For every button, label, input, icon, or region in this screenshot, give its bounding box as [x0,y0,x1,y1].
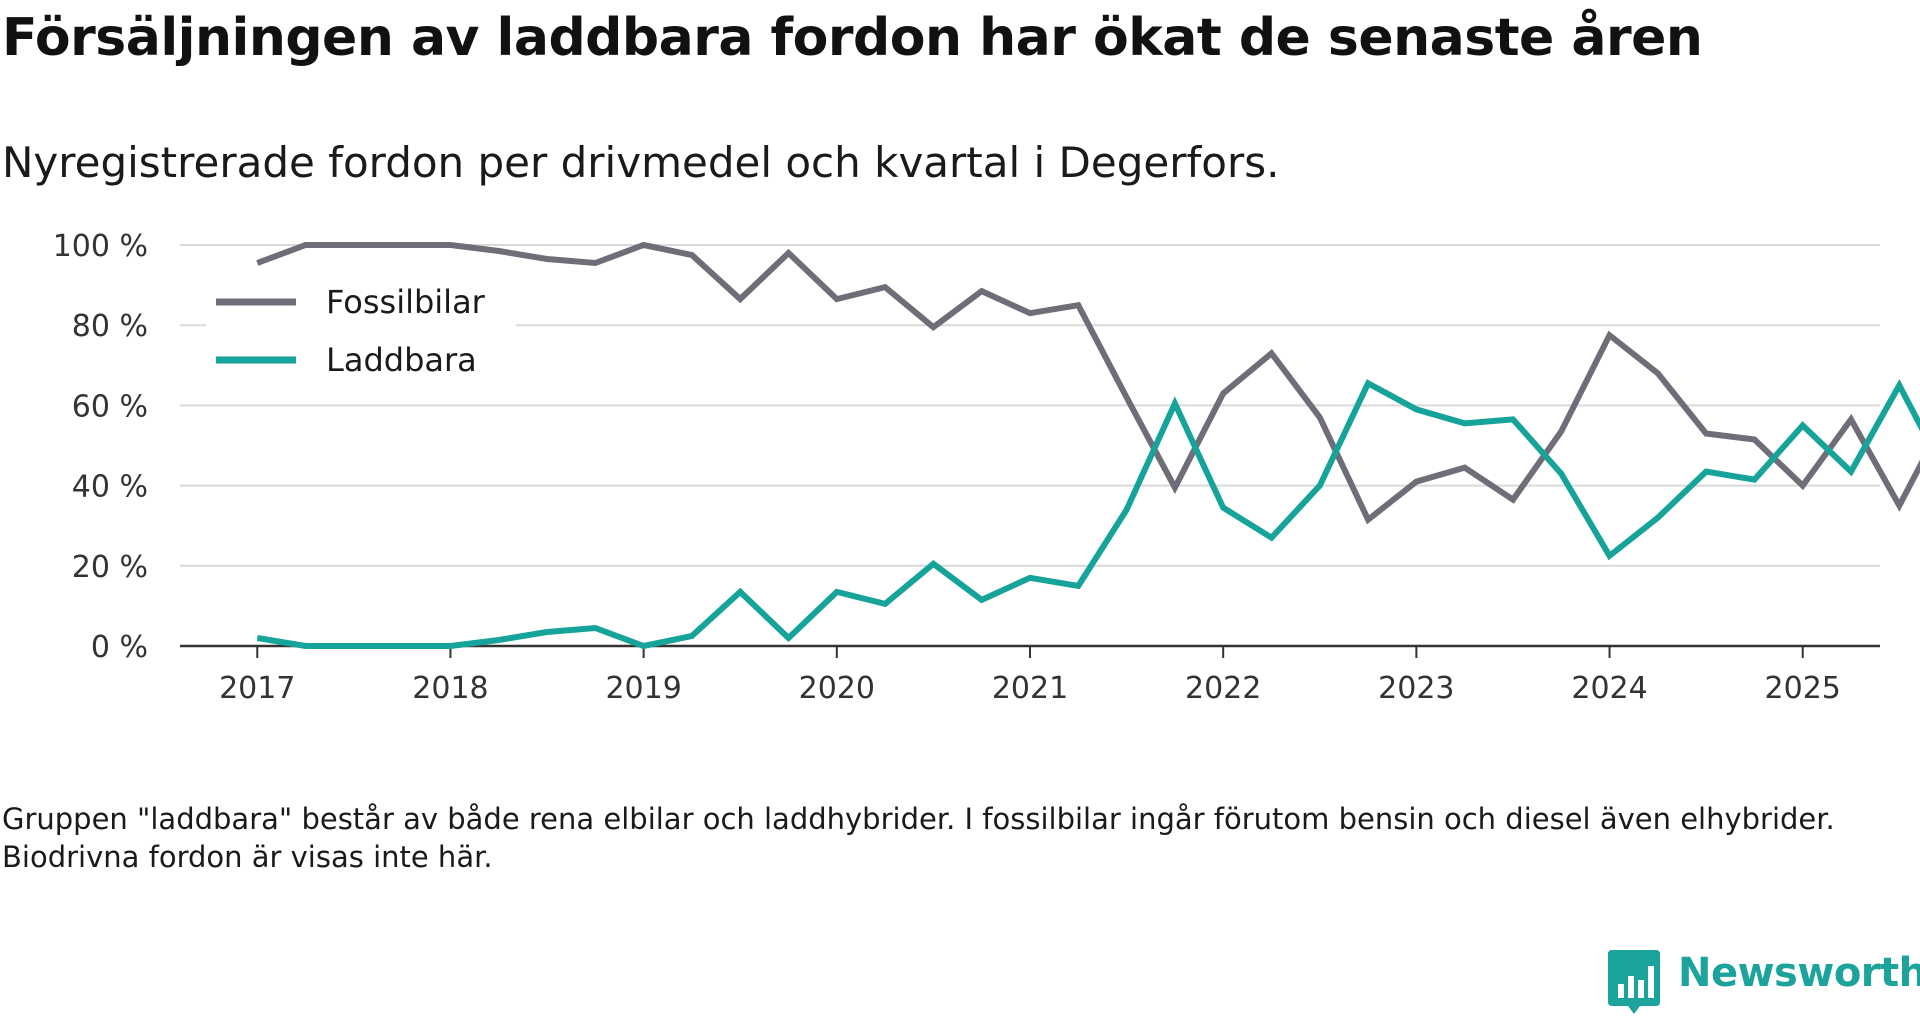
series-line-laddbara [256,378,1920,650]
x-tick-label: 2021 [992,671,1068,706]
y-tick-label: 60 % [72,389,148,424]
x-tick-label: 2024 [1571,671,1647,706]
line-chart: 0 % 20 % 40 % 60 % 80 % 100 % 2017 2018 2019 2020… [53,229,1920,706]
y-tick-label: 40 % [72,470,148,505]
x-tick-label: 2017 [219,671,295,706]
y-tick-label: 0 % [91,630,148,665]
legend-label-laddbara: Laddbara [326,341,477,379]
x-tick-label: 2019 [605,671,681,706]
newsworthy-logo-icon [1608,950,1660,1014]
legend-background [206,272,516,398]
chart-subtitle: Nyregistrerade fordon per drivmedel och … [2,138,1280,187]
chart-footnote: Gruppen "laddbara" består av både rena e… [2,802,1835,874]
brand-name: Newsworthy [1678,950,1920,996]
x-tick-label: 2022 [1185,671,1261,706]
y-tick-label: 80 % [72,309,148,344]
x-tick-label: 2025 [1765,671,1841,706]
x-tick-label: 2018 [412,671,488,706]
y-tick-label: 100 % [53,229,148,264]
series-line-fossilbilar [256,241,1920,525]
x-tick-label: 2023 [1378,671,1454,706]
y-tick-label: 20 % [72,550,148,585]
chart-title: Försäljningen av laddbara fordon har öka… [2,8,1703,68]
legend-label-fossilbilar: Fossilbilar [326,283,486,321]
x-tick-label: 2020 [799,671,875,706]
